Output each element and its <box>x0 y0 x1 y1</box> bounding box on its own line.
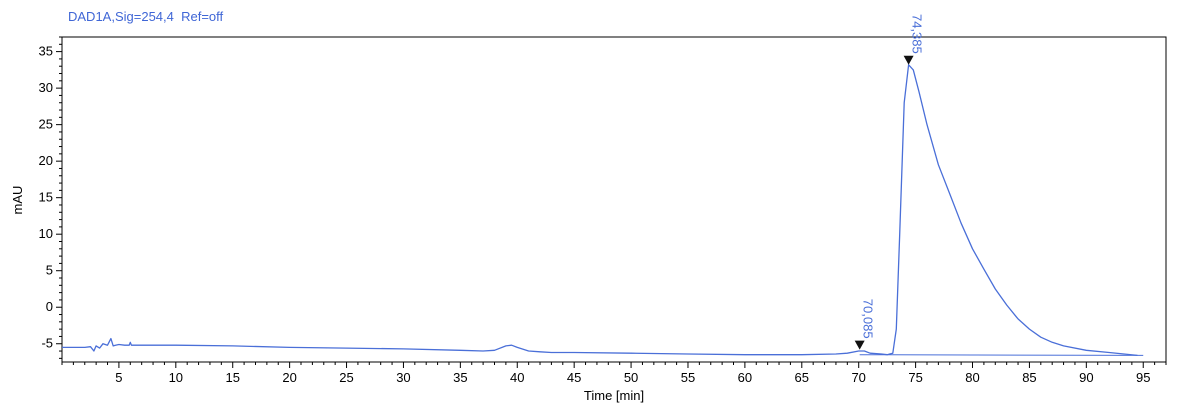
x-tick-label: 30 <box>396 370 410 385</box>
y-tick-label: 25 <box>39 117 53 132</box>
y-axis: -5 0 5 10 15 20 25 30 35 <box>39 36 62 359</box>
y-tick-label: 20 <box>39 153 53 168</box>
peak-label: 70,085 <box>861 299 876 339</box>
y-tick-label: 10 <box>39 226 53 241</box>
series-layer <box>62 64 1144 357</box>
x-tick-label: 70 <box>851 370 865 385</box>
x-axis: 5 10 15 20 25 30 35 40 45 50 55 60 65 70 75 80 85 90 95 <box>61 362 1167 385</box>
y-tick-label: 35 <box>39 44 53 59</box>
y-tick-label: 0 <box>46 299 53 314</box>
peak-annotations: 70,085 74,385 <box>854 14 925 350</box>
x-tick-label: 25 <box>339 370 353 385</box>
x-tick-label: 85 <box>1022 370 1036 385</box>
y-tick-label: -5 <box>41 336 53 351</box>
y-tick-label: 15 <box>39 190 53 205</box>
x-tick-label: 90 <box>1079 370 1093 385</box>
x-tick-label: 55 <box>681 370 695 385</box>
y-tick-label: 5 <box>46 263 53 278</box>
x-tick-label: 95 <box>1136 370 1150 385</box>
x-tick-label: 50 <box>624 370 638 385</box>
chart-title: DAD1A,Sig=254,4 Ref=off <box>68 9 224 24</box>
x-tick-label: 40 <box>510 370 524 385</box>
peak-marker <box>854 340 865 350</box>
x-tick-label: 45 <box>567 370 581 385</box>
integration-baseline <box>859 354 1144 356</box>
x-tick-label: 75 <box>908 370 922 385</box>
peak-label: 74,385 <box>910 14 925 54</box>
x-tick-label: 15 <box>225 370 239 385</box>
x-axis-title: Time [min] <box>584 388 644 403</box>
peak-marker <box>903 55 914 65</box>
x-tick-label: 80 <box>965 370 979 385</box>
x-tick-label: 60 <box>738 370 752 385</box>
x-tick-label: 20 <box>282 370 296 385</box>
y-axis-title: mAU <box>10 186 25 215</box>
x-tick-label: 10 <box>169 370 183 385</box>
y-tick-label: 30 <box>39 80 53 95</box>
x-tick-label: 5 <box>115 370 122 385</box>
plot-frame <box>61 36 1167 363</box>
signal-trace <box>62 64 1138 357</box>
x-tick-label: 35 <box>453 370 467 385</box>
x-tick-label: 65 <box>795 370 809 385</box>
